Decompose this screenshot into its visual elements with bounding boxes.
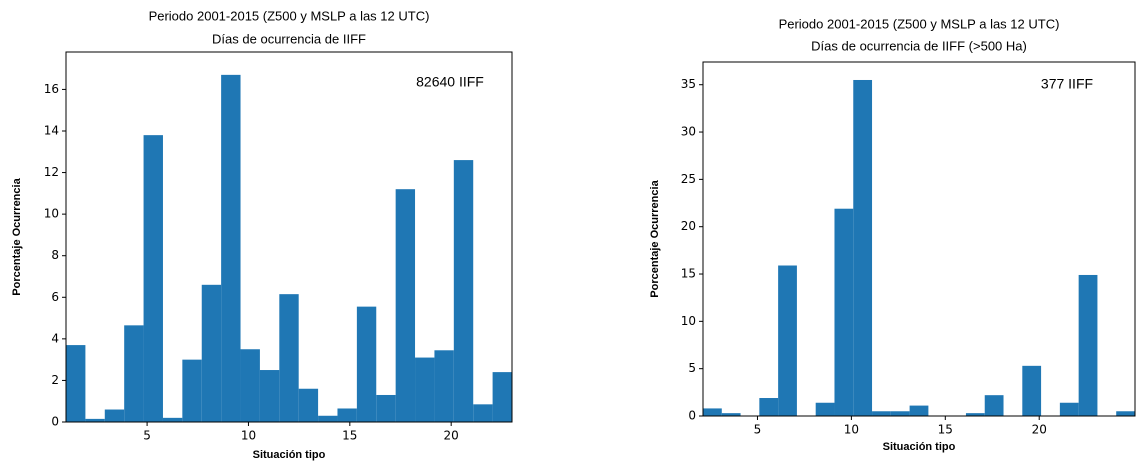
y-tick-label: 35 (681, 77, 696, 91)
bar (984, 395, 1004, 416)
x-tick-label: 20 (444, 429, 459, 443)
x-tick-label: 15 (342, 429, 357, 443)
bar (834, 208, 854, 416)
bar (853, 79, 873, 417)
y-tick-label: 25 (681, 172, 696, 186)
y-tick-label: 30 (681, 125, 696, 139)
bar (395, 189, 416, 422)
bar (965, 413, 985, 416)
y-tick-label: 20 (681, 219, 696, 233)
x-tick-label: 10 (844, 423, 859, 437)
chart-title: Periodo 2001-2015 (Z500 y MSLP a las 12 … (779, 16, 1060, 31)
bar (1116, 411, 1135, 416)
bar (1022, 365, 1042, 416)
bar (259, 370, 280, 422)
y-tick-label: 12 (44, 165, 59, 179)
y-tick-label: 0 (51, 415, 59, 429)
bar (453, 160, 474, 422)
bar (872, 411, 891, 416)
bar (182, 359, 202, 422)
bar (279, 294, 299, 422)
bar (337, 408, 357, 422)
y-tick-label: 15 (681, 267, 696, 281)
bar (703, 408, 722, 416)
bar (434, 350, 454, 422)
bar (759, 398, 779, 416)
y-tick-label: 0 (688, 409, 696, 423)
bar (492, 372, 512, 422)
bar (124, 325, 144, 422)
y-tick-label: 14 (44, 123, 59, 137)
bar (1078, 274, 1098, 416)
bar (890, 411, 910, 416)
bar (143, 135, 163, 423)
bar (240, 349, 260, 422)
x-axis-label: Situación tipo (883, 441, 956, 453)
y-tick-label: 10 (44, 207, 59, 221)
bar (201, 284, 222, 422)
y-tick-label: 2 (51, 373, 59, 387)
bar (221, 74, 241, 422)
y-tick-label: 6 (51, 290, 59, 304)
chart-title: Días de ocurrencia de IIFF (212, 31, 366, 46)
y-axis-label: Porcentaje Ocurrencia (649, 179, 661, 297)
y-tick-label: 10 (681, 314, 696, 328)
x-tick-label: 20 (1032, 423, 1047, 437)
bar (318, 415, 338, 422)
chart-title: Días de ocurrencia de IIFF (>500 Ha) (811, 38, 1027, 53)
bar (356, 306, 377, 422)
y-tick-label: 4 (51, 331, 59, 345)
y-tick-label: 16 (44, 82, 59, 96)
bar (104, 409, 125, 422)
x-tick-label: 5 (143, 429, 151, 443)
x-tick-label: 5 (754, 423, 762, 437)
bar (815, 402, 835, 416)
bar (909, 405, 929, 416)
x-tick-label: 15 (938, 423, 953, 437)
bar (376, 394, 396, 422)
axes-frame (702, 61, 1136, 417)
bar (721, 413, 741, 416)
y-tick-label: 5 (688, 361, 696, 375)
bar (162, 417, 183, 422)
annotation: 82640 IIFF (416, 74, 484, 90)
bar (85, 418, 105, 422)
chart-title: Periodo 2001-2015 (Z500 y MSLP a las 12 … (149, 8, 430, 23)
annotation: 377 IIFF (1041, 76, 1093, 92)
bar (415, 357, 435, 422)
bar (66, 345, 86, 422)
bar (298, 388, 319, 422)
bar (473, 404, 493, 422)
axes-frame (65, 51, 513, 423)
bar (1059, 402, 1079, 416)
y-axis-label: Porcentaje Ocurrencia (11, 177, 23, 295)
y-tick-label: 8 (51, 248, 59, 262)
bar (778, 265, 797, 416)
x-axis-label: Situación tipo (253, 449, 326, 461)
x-tick-label: 10 (241, 429, 256, 443)
